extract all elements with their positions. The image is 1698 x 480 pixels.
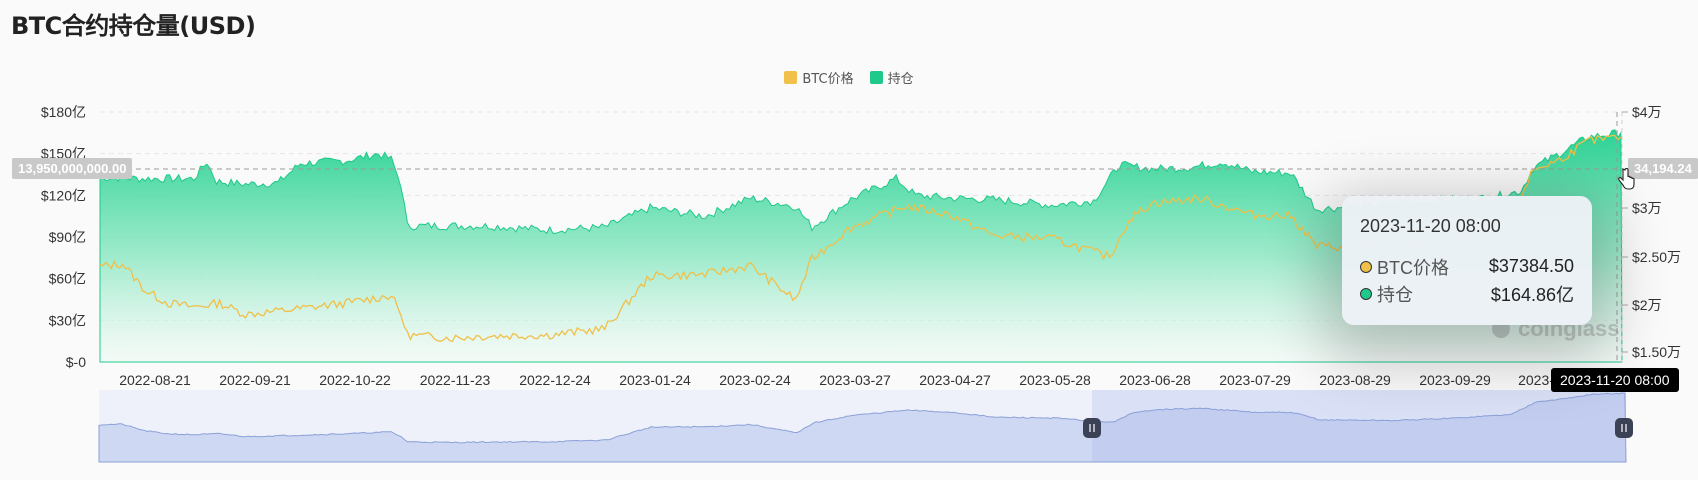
legend: BTC价格 持仓 — [0, 68, 1698, 87]
y-right-tick-label: $2.50万 — [1632, 249, 1681, 265]
minimap-background — [99, 390, 1626, 462]
y-left-tick-label: $120亿 — [41, 187, 86, 203]
legend-swatch-oi — [869, 71, 883, 84]
tooltip-name-oi: 持仓 — [1377, 284, 1413, 305]
y-left-tick-label: $60亿 — [49, 271, 86, 287]
tooltip-name-price: BTC价格 — [1377, 257, 1449, 278]
x-tick-label: 2023-09-29 — [1419, 372, 1491, 388]
x-tick-label: 2023-05-28 — [1019, 372, 1091, 388]
x-tick-label: 2023-08-29 — [1319, 372, 1391, 388]
tooltip-value-price: $37384.50 — [1488, 256, 1574, 276]
tooltip-dot-price — [1360, 260, 1372, 273]
x-tick-label: 2023-07-29 — [1219, 372, 1291, 388]
minimap-handle-right[interactable] — [1615, 418, 1633, 438]
legend-label-price: BTC价格 — [802, 72, 854, 87]
x-tick-label: 2022-10-22 — [319, 372, 391, 388]
crosshair-x-label: 2023-11-20 08:00 — [1551, 368, 1679, 392]
crosshair-y-left-label: 13,950,000,000.00 — [12, 158, 133, 179]
tooltip-title: 2023-11-20 08:00 — [1360, 216, 1501, 236]
minimap-series — [98, 392, 1627, 463]
tooltip: 2023-11-20 08:00 BTC价格 $37384.50 持仓 $164… — [1342, 196, 1592, 325]
x-tick-label: 2023-01-24 — [619, 372, 691, 388]
y-left-tick-label: $30亿 — [49, 312, 86, 328]
y-right-tick-label: $2万 — [1632, 297, 1662, 313]
x-tick-label: 2023-02-24 — [719, 372, 791, 388]
minimap-handle-left[interactable] — [1083, 418, 1101, 438]
legend-item-oi[interactable]: 持仓 — [869, 68, 914, 87]
x-tick-label: 2023-06-28 — [1119, 372, 1191, 388]
tooltip-row-oi: 持仓 $164.86亿 — [1360, 280, 1574, 307]
x-tick-label: 2022-08-21 — [119, 372, 191, 388]
y-left-tick-label: $180亿 — [41, 104, 86, 120]
x-tick-label: 2023-04-27 — [919, 372, 991, 388]
crosshair-y-right-label: 34,194.24 — [1628, 158, 1698, 179]
y-left-tick-label: $90亿 — [49, 229, 86, 245]
tooltip-dot-oi — [1360, 287, 1372, 300]
legend-label-oi: 持仓 — [887, 72, 914, 87]
hand-cursor-icon — [1618, 168, 1635, 190]
x-tick-label: 2022-12-24 — [519, 372, 591, 388]
x-tick-label: 2023-03-27 — [819, 372, 891, 388]
page-title: BTC合约持仓量(USD) — [11, 12, 256, 40]
tooltip-value-oi: $164.86亿 — [1490, 284, 1574, 305]
x-tick-label: 2022-11-23 — [420, 372, 491, 388]
tooltip-row-price: BTC价格 $37384.50 — [1360, 253, 1574, 280]
x-tick-label: 2022-09-21 — [219, 372, 291, 388]
legend-swatch-price — [784, 71, 798, 84]
legend-item-price[interactable]: BTC价格 — [784, 68, 854, 87]
y-left-tick-label: $-0 — [66, 354, 86, 370]
x-tick-label: 2023- — [1518, 372, 1554, 388]
y-right-tick-label: $3万 — [1632, 200, 1662, 216]
y-left-tick-label: $150亿 — [41, 146, 86, 162]
y-right-tick-label: $4万 — [1632, 104, 1662, 120]
y-right-tick-label: $1.50万 — [1632, 344, 1681, 360]
